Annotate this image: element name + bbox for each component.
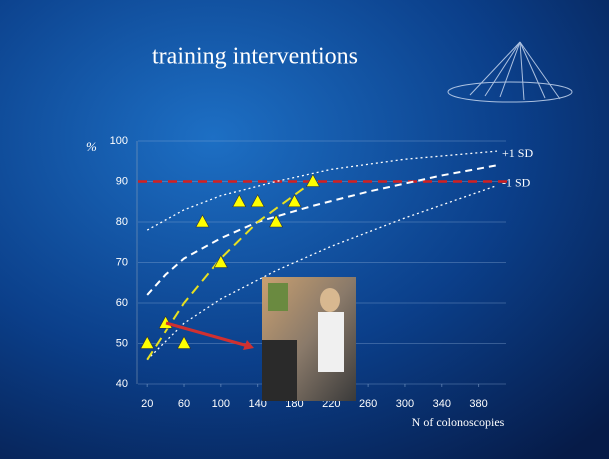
- y-tick-label: 80: [116, 216, 128, 228]
- slide: training interventions % N of colonoscop…: [0, 0, 609, 459]
- y-tick-label: 40: [116, 378, 128, 390]
- x-tick-label: 20: [141, 398, 153, 410]
- x-axis-title: N of colonoscopies: [412, 415, 505, 429]
- y-tick-label: 100: [110, 135, 128, 147]
- y-tick-label: 60: [116, 297, 128, 309]
- x-tick-label: 340: [433, 398, 451, 410]
- x-tick-label: 380: [469, 398, 487, 410]
- y-tick-label: 70: [116, 256, 128, 268]
- x-tick-label: 300: [396, 398, 414, 410]
- photo: [262, 277, 356, 401]
- slide-title: training interventions: [152, 44, 358, 70]
- curve-label: -1 SD: [502, 175, 531, 189]
- page: training interventions % N of colonoscop…: [0, 0, 609, 459]
- curve-label: +1 SD: [502, 146, 533, 160]
- x-tick-label: 60: [178, 398, 190, 410]
- y-tick-label: 90: [116, 175, 128, 187]
- x-tick-label: 260: [359, 398, 377, 410]
- x-tick-label: 100: [212, 398, 230, 410]
- y-axis-title: %: [86, 139, 97, 154]
- y-tick-label: 50: [116, 337, 128, 349]
